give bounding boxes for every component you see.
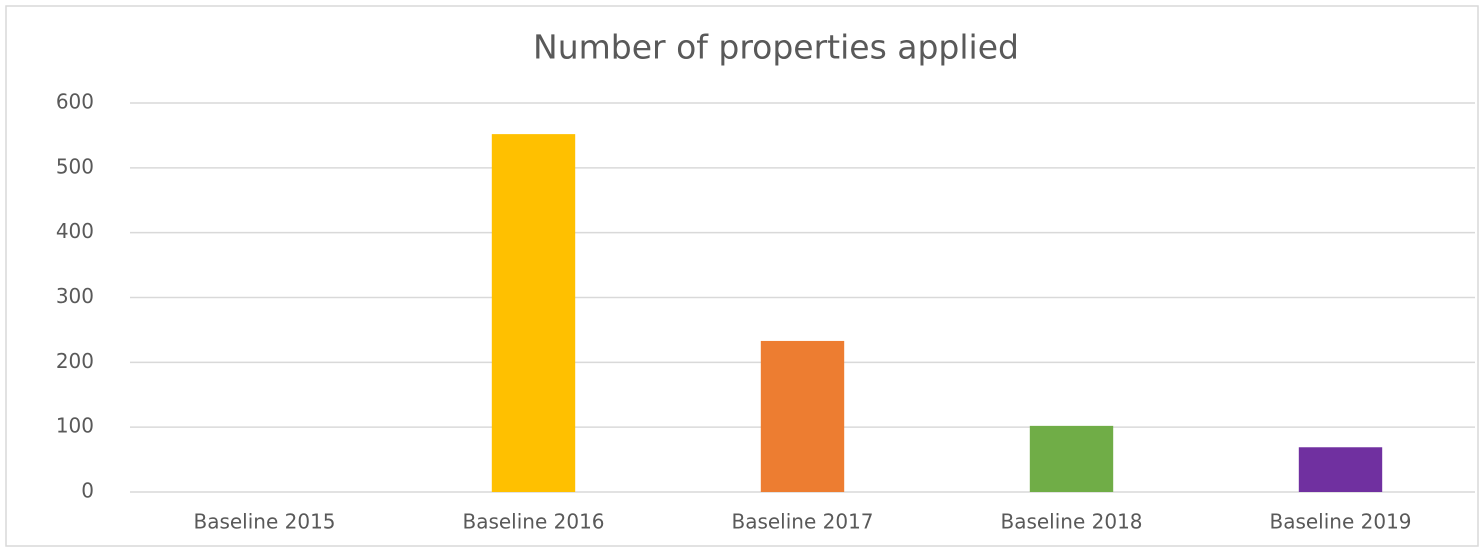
bar <box>1029 425 1114 492</box>
x-tick-label: Baseline 2017 <box>731 510 873 534</box>
x-tick-label: Baseline 2019 <box>1269 510 1411 534</box>
y-tick-label: 400 <box>56 219 94 243</box>
chart-title: Number of properties applied <box>533 28 1019 67</box>
x-tick-label: Baseline 2016 <box>462 510 604 534</box>
x-tick-label: Baseline 2015 <box>193 510 335 534</box>
bar <box>1298 447 1383 492</box>
y-tick-label: 0 <box>81 479 94 503</box>
y-tick-label: 600 <box>56 90 94 114</box>
bar <box>760 340 845 492</box>
x-tick-label: Baseline 2018 <box>1000 510 1142 534</box>
chart-border <box>5 5 1479 547</box>
y-tick-label: 100 <box>56 414 94 438</box>
y-tick-label: 200 <box>56 349 94 373</box>
y-tick-label: 300 <box>56 284 94 308</box>
y-tick-label: 500 <box>56 154 94 178</box>
bar <box>491 134 576 492</box>
